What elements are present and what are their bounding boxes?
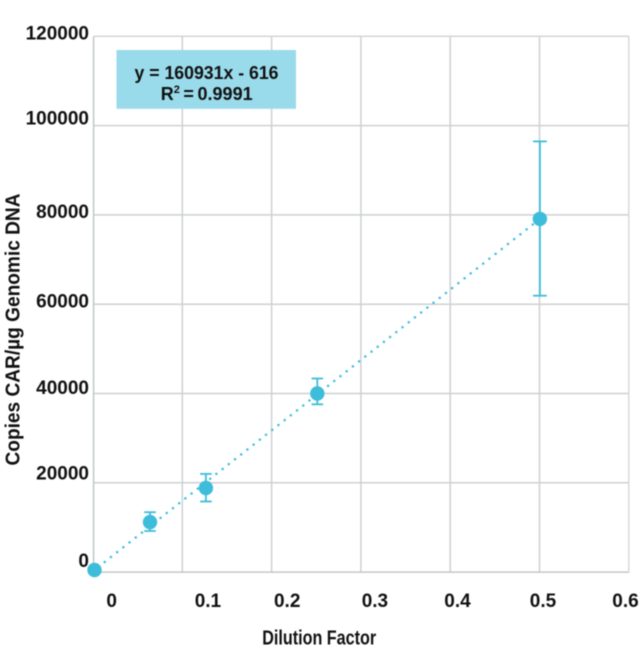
svg-text:0.6: 0.6 <box>612 591 638 612</box>
svg-text:0.2: 0.2 <box>274 591 300 612</box>
svg-text:Dilution Factor: Dilution Factor <box>262 628 376 650</box>
svg-text:0.3: 0.3 <box>362 591 388 612</box>
svg-text:0.5: 0.5 <box>530 591 557 612</box>
svg-text:R2 = 0.9991: R2 = 0.9991 <box>161 84 253 104</box>
svg-text:0.4: 0.4 <box>444 591 471 612</box>
svg-text:Copies CAR/µg Genomic DNA: Copies CAR/µg Genomic DNA <box>3 194 25 466</box>
svg-text:y = 160931x - 616: y = 160931x - 616 <box>135 63 279 83</box>
svg-text:80000: 80000 <box>36 202 89 223</box>
svg-text:60000: 60000 <box>36 291 89 312</box>
svg-text:100000: 100000 <box>26 108 89 129</box>
svg-text:0: 0 <box>78 551 89 572</box>
svg-text:120000: 120000 <box>26 23 89 44</box>
svg-text:0.1: 0.1 <box>195 591 222 612</box>
svg-text:0: 0 <box>106 591 117 612</box>
svg-text:20000: 20000 <box>36 463 89 484</box>
svg-text:40000: 40000 <box>36 378 89 399</box>
